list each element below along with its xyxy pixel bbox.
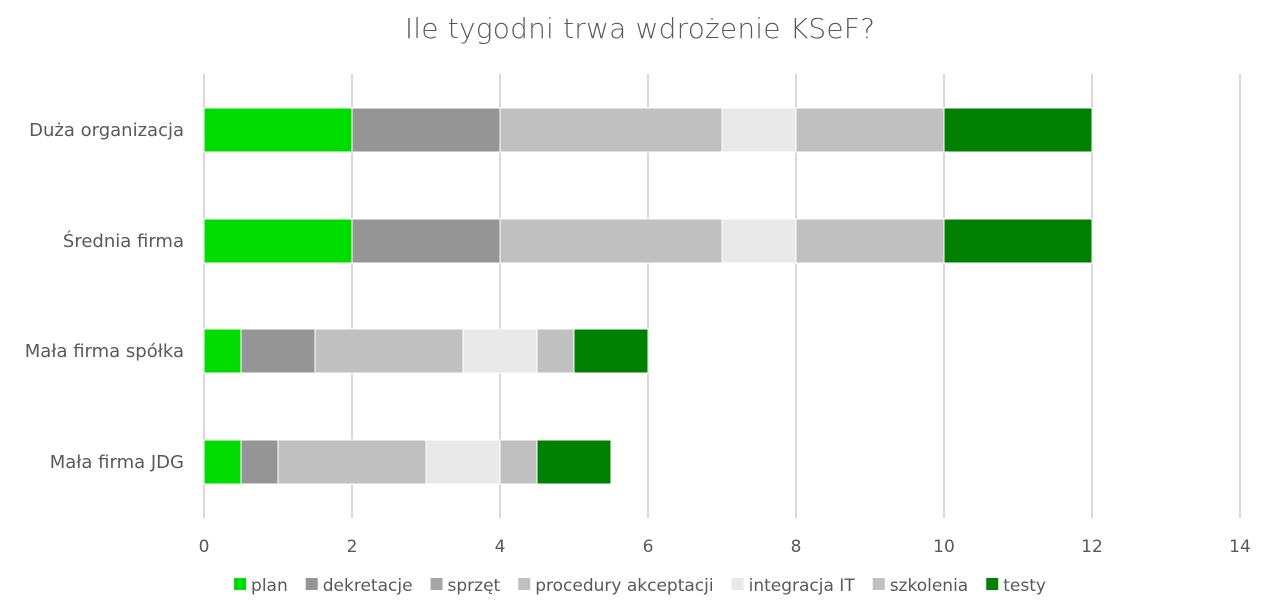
x-tick-label: 0 bbox=[199, 537, 210, 557]
legend-swatch bbox=[986, 578, 999, 590]
bar-segment-plan-mala-firma-spolka bbox=[203, 328, 242, 374]
legend-item-procedury-akceptacji: procedury akceptacji bbox=[518, 576, 714, 596]
legend-item-integracja-it: integracja IT bbox=[731, 576, 856, 596]
bar-segment-procedury-akceptacji-mala-firma-jdg bbox=[277, 439, 427, 485]
bar-segment-testy-mala-firma-jdg bbox=[536, 439, 612, 485]
category-label-mala-firma-jdg: Mała firma JDG bbox=[50, 452, 184, 473]
legend: plan dekretacje sprzęt procedury akceptacji… bbox=[234, 576, 1046, 596]
legend-swatch bbox=[731, 578, 744, 590]
x-tick-label: 2 bbox=[347, 537, 358, 557]
bar-segment-szkolenia-mala-firma-jdg bbox=[499, 439, 538, 485]
legend-label: sprzęt bbox=[448, 576, 501, 596]
bar-layer bbox=[203, 107, 1093, 485]
category-label-mala-firma-spolka: Mała firma spółka bbox=[25, 341, 184, 362]
bar-segment-testy-duza-organizacja bbox=[943, 107, 1093, 153]
bar-segment-testy-srednia-firma bbox=[943, 218, 1093, 264]
bar-segment-procedury-akceptacji-duza-organizacja bbox=[499, 107, 723, 153]
bar-segment-dekretacje-duza-organizacja bbox=[351, 107, 501, 153]
bar-segment-szkolenia-duza-organizacja bbox=[795, 107, 945, 153]
legend-label: dekretacje bbox=[323, 576, 413, 596]
bar-segment-dekretacje-mala-firma-jdg bbox=[240, 439, 279, 485]
x-tick-label: 10 bbox=[933, 537, 955, 557]
legend-swatch bbox=[518, 578, 531, 590]
legend-swatch bbox=[305, 578, 318, 590]
x-tick-label: 12 bbox=[1081, 537, 1103, 557]
legend-swatch bbox=[872, 578, 885, 590]
bar-segment-plan-srednia-firma bbox=[203, 218, 353, 264]
legend-item-dekretacje: dekretacje bbox=[305, 576, 413, 596]
x-tick-labels: 0 2 4 6 8 10 12 14 bbox=[199, 537, 1251, 557]
x-tick-label: 14 bbox=[1229, 537, 1251, 557]
legend-swatch bbox=[430, 578, 443, 590]
legend-item-testy: testy bbox=[986, 576, 1046, 596]
x-tick-label: 4 bbox=[495, 537, 506, 557]
bar-segment-dekretacje-mala-firma-spolka bbox=[240, 328, 316, 374]
bar-segment-szkolenia-mala-firma-spolka bbox=[536, 328, 575, 374]
legend-item-plan: plan bbox=[234, 576, 288, 596]
bar-segment-szkolenia-srednia-firma bbox=[795, 218, 945, 264]
legend-label: integracja IT bbox=[749, 576, 856, 596]
category-labels: Duża organizacja Średnia firma Mała firma … bbox=[25, 120, 184, 473]
bar-segment-procedury-akceptacji-srednia-firma bbox=[499, 218, 723, 264]
bar-segment-integracja-it-mala-firma-spolka bbox=[462, 328, 538, 374]
bar-segment-procedury-akceptacji-mala-firma-spolka bbox=[314, 328, 464, 374]
category-label-duza-organizacja: Duża organizacja bbox=[29, 120, 184, 141]
category-label-srednia-firma: Średnia firma bbox=[63, 230, 184, 252]
legend-label: szkolenia bbox=[890, 576, 969, 596]
x-tick-label: 8 bbox=[791, 537, 802, 557]
bar-segment-plan-duza-organizacja bbox=[203, 107, 353, 153]
bar-segment-dekretacje-srednia-firma bbox=[351, 218, 501, 264]
legend-item-szkolenia: szkolenia bbox=[872, 576, 969, 596]
bar-segment-testy-mala-firma-spolka bbox=[573, 328, 649, 374]
legend-item-sprzet: sprzęt bbox=[430, 576, 501, 596]
bar-segment-integracja-it-mala-firma-jdg bbox=[425, 439, 501, 485]
legend-swatch bbox=[234, 578, 247, 590]
legend-label: plan bbox=[251, 576, 288, 596]
legend-label: testy bbox=[1003, 576, 1046, 596]
bar-segment-integracja-it-duza-organizacja bbox=[721, 107, 797, 153]
bar-segment-plan-mala-firma-jdg bbox=[203, 439, 242, 485]
legend-label: procedury akceptacji bbox=[535, 576, 713, 596]
x-tick-label: 6 bbox=[643, 537, 654, 557]
bar-segment-integracja-it-srednia-firma bbox=[721, 218, 797, 264]
chart-title: Ile tygodni trwa wdrożenie KSeF? bbox=[404, 12, 876, 45]
